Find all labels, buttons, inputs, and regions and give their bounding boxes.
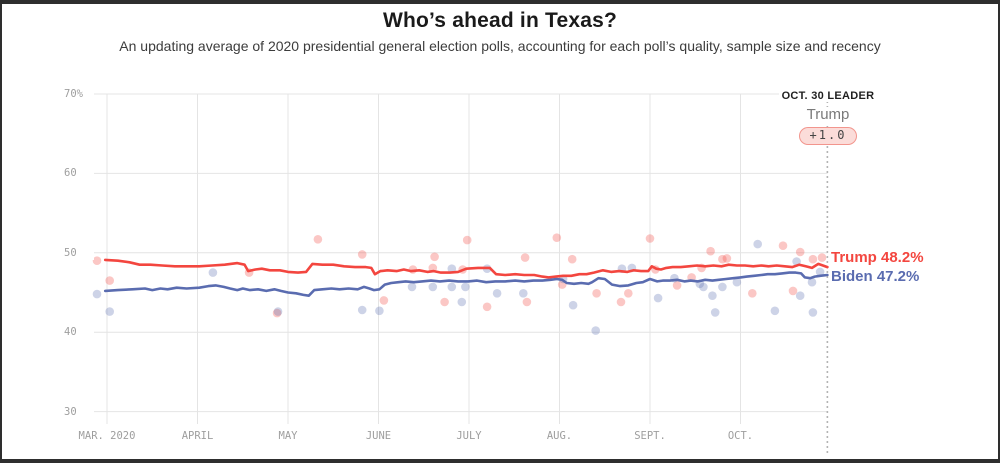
- y-axis-tick-label: 60: [64, 166, 94, 181]
- x-axis-tick-label: APRIL: [181, 430, 214, 442]
- poll-dot-trump: [718, 254, 727, 264]
- poll-dot-trump: [430, 252, 439, 262]
- poll-dot-trump: [92, 256, 102, 266]
- poll-dot-biden: [105, 307, 114, 316]
- trump-average-line: [103, 258, 829, 279]
- leader-date-label: OCT. 30 LEADER: [778, 90, 878, 103]
- x-axis-tick-label: MAR. 2020: [78, 430, 136, 442]
- poll-dot-biden: [273, 307, 283, 316]
- x-axis-tick-label: AUG.: [546, 430, 573, 442]
- y-axis-tick-label: 40: [64, 325, 94, 340]
- poll-dot-trump: [788, 286, 798, 296]
- x-axis-tick-label: OCT.: [727, 430, 754, 442]
- x-axis-tick-label: JUNE: [365, 430, 392, 442]
- poll-dot-trump: [706, 246, 715, 256]
- poll-dot-biden: [407, 282, 417, 292]
- poll-dot-trump: [552, 233, 562, 242]
- poll-dot-trump: [592, 289, 601, 298]
- poll-dot-biden: [447, 282, 457, 292]
- poll-dot-trump: [482, 302, 492, 312]
- poll-dot-trump: [645, 234, 655, 243]
- poll-dot-trump: [817, 253, 827, 262]
- x-axis-tick-label: JULY: [456, 430, 482, 442]
- poll-dot-biden: [492, 289, 502, 298]
- poll-dot-biden: [519, 289, 528, 298]
- poll-dot-trump: [672, 281, 682, 290]
- x-axis-tick-label: SEPT.: [634, 430, 666, 442]
- poll-dot-trump: [795, 247, 805, 257]
- poll-dot-biden: [428, 282, 438, 292]
- poll-dot-trump: [313, 235, 323, 244]
- poll-dot-biden: [807, 277, 817, 287]
- leader-annotation: OCT. 30 LEADER Trump +1.0: [753, 86, 903, 146]
- poll-dot-biden: [568, 300, 578, 310]
- x-axis-tick-label: MAY: [278, 430, 298, 442]
- biden-average-line: [103, 271, 829, 298]
- trump-line-label: Trump 48.2%: [831, 249, 924, 266]
- page-subtitle: An updating average of 2020 presidential…: [119, 38, 881, 54]
- poll-dot-biden: [457, 297, 467, 307]
- poll-dot-biden: [591, 326, 600, 335]
- y-axis-tick-label: 50: [64, 245, 94, 260]
- poll-dot-biden: [815, 267, 825, 277]
- poll-dot-biden: [708, 291, 717, 301]
- poll-dot-trump: [808, 254, 818, 264]
- poll-dot-biden: [718, 282, 727, 292]
- leader-margin-badge: +1.0: [798, 127, 858, 146]
- poll-dot-biden: [753, 239, 762, 249]
- poll-dot-biden: [375, 306, 384, 316]
- poll-dot-biden: [208, 268, 218, 277]
- poll-dot-trump: [778, 241, 788, 250]
- poll-dot-trump: [440, 297, 449, 307]
- poll-dot-trump: [379, 296, 389, 305]
- poll-dot-trump: [462, 235, 472, 245]
- poll-dot-trump: [567, 254, 577, 264]
- poll-dot-biden: [795, 291, 805, 301]
- poll-dot-biden: [653, 293, 663, 303]
- poll-dot-trump: [616, 297, 626, 307]
- poll-dot-biden: [699, 282, 708, 292]
- poll-dot-biden: [92, 289, 102, 299]
- biden-line-label: Biden 47.2%: [831, 268, 920, 285]
- poll-dot-trump: [105, 276, 114, 285]
- poll-dot-trump: [522, 297, 532, 307]
- poll-dot-biden: [710, 308, 720, 317]
- poll-dot-trump: [272, 308, 282, 318]
- poll-dot-trump: [357, 250, 367, 259]
- poll-dot-trump: [624, 289, 633, 298]
- poll-dot-biden: [808, 308, 818, 317]
- poll-dot-biden: [732, 277, 742, 287]
- page-title: Who’s ahead in Texas?: [382, 9, 618, 32]
- poll-dot-trump: [748, 289, 757, 298]
- poll-dot-biden: [447, 264, 457, 274]
- poll-dot-biden: [357, 305, 367, 315]
- poll-dot-biden: [461, 282, 470, 292]
- y-axis-tick-label: 30: [64, 404, 94, 419]
- poll-dot-trump: [722, 254, 732, 263]
- y-axis-tick-label: 70%: [64, 87, 94, 101]
- poll-dot-biden: [770, 306, 780, 316]
- leader-name: Trump: [753, 106, 903, 124]
- poll-dot-trump: [520, 253, 530, 262]
